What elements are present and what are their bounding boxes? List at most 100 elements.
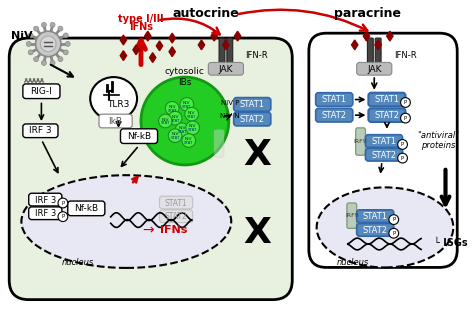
Text: X: X xyxy=(243,138,271,172)
Circle shape xyxy=(141,77,229,165)
FancyBboxPatch shape xyxy=(234,112,271,126)
Text: nucleus: nucleus xyxy=(62,258,94,267)
Circle shape xyxy=(64,33,68,38)
Polygon shape xyxy=(145,31,151,41)
Text: Nf-kB: Nf-kB xyxy=(127,132,151,141)
Circle shape xyxy=(182,134,196,147)
FancyBboxPatch shape xyxy=(367,38,373,65)
Text: IFN-R: IFN-R xyxy=(246,51,268,60)
Text: STAT2: STAT2 xyxy=(165,212,188,221)
Polygon shape xyxy=(387,31,393,41)
FancyBboxPatch shape xyxy=(23,84,60,98)
Circle shape xyxy=(50,22,55,27)
Polygon shape xyxy=(133,45,139,55)
Ellipse shape xyxy=(317,188,453,267)
Text: Nf-kB: Nf-kB xyxy=(74,204,99,214)
Text: "antiviral"
proteins: "antiviral" proteins xyxy=(418,131,460,150)
Text: STAT1: STAT1 xyxy=(363,212,388,221)
Circle shape xyxy=(401,113,410,123)
FancyBboxPatch shape xyxy=(227,38,233,65)
Polygon shape xyxy=(198,40,205,50)
Text: └ ISGs: └ ISGs xyxy=(434,238,467,248)
FancyBboxPatch shape xyxy=(356,62,392,75)
Text: STAT1: STAT1 xyxy=(372,137,397,146)
FancyArrowPatch shape xyxy=(238,10,367,31)
Circle shape xyxy=(28,50,33,55)
Polygon shape xyxy=(352,40,358,50)
Polygon shape xyxy=(169,33,175,43)
Circle shape xyxy=(58,212,68,222)
Text: P: P xyxy=(392,231,395,236)
Circle shape xyxy=(26,42,31,46)
Circle shape xyxy=(168,111,182,125)
FancyBboxPatch shape xyxy=(356,210,394,223)
FancyBboxPatch shape xyxy=(29,207,62,220)
Circle shape xyxy=(168,129,182,142)
Circle shape xyxy=(50,60,55,65)
FancyBboxPatch shape xyxy=(99,114,132,128)
Text: P: P xyxy=(61,201,64,205)
FancyBboxPatch shape xyxy=(214,130,224,157)
Text: STAT: STAT xyxy=(171,136,180,140)
Text: paracrine: paracrine xyxy=(334,7,401,20)
Circle shape xyxy=(58,57,63,62)
Text: NiV: NiV xyxy=(189,124,196,128)
Circle shape xyxy=(41,22,46,27)
Text: STAT: STAT xyxy=(184,141,193,145)
FancyBboxPatch shape xyxy=(347,203,356,228)
Text: STAT2: STAT2 xyxy=(363,226,388,235)
FancyBboxPatch shape xyxy=(219,38,225,65)
Polygon shape xyxy=(235,31,241,41)
Polygon shape xyxy=(156,41,163,51)
Circle shape xyxy=(34,26,38,31)
FancyBboxPatch shape xyxy=(316,108,353,122)
Text: autocrine: autocrine xyxy=(173,7,240,20)
Circle shape xyxy=(175,123,189,136)
Text: IFNs: IFNs xyxy=(161,225,188,235)
Circle shape xyxy=(28,33,33,38)
Text: NiV P: NiV P xyxy=(220,100,239,107)
Text: STAT: STAT xyxy=(171,119,180,123)
Ellipse shape xyxy=(90,77,137,120)
Text: NiV: NiV xyxy=(172,132,179,136)
Circle shape xyxy=(158,114,172,128)
Text: STAT2: STAT2 xyxy=(374,111,400,120)
FancyBboxPatch shape xyxy=(365,148,402,161)
FancyBboxPatch shape xyxy=(23,124,58,137)
Polygon shape xyxy=(223,40,229,50)
Text: STAT1: STAT1 xyxy=(322,95,346,104)
Text: →: → xyxy=(142,223,154,237)
Text: type I/III: type I/III xyxy=(118,14,164,23)
Text: NiV N: NiV N xyxy=(220,113,239,119)
Circle shape xyxy=(389,215,399,225)
FancyBboxPatch shape xyxy=(9,38,292,300)
FancyBboxPatch shape xyxy=(29,193,62,206)
Text: NiV: NiV xyxy=(185,137,192,141)
Text: IRF 3: IRF 3 xyxy=(29,126,52,135)
Circle shape xyxy=(180,98,194,111)
Text: TLR3: TLR3 xyxy=(107,100,130,109)
Text: STAT2: STAT2 xyxy=(240,115,265,124)
Text: cytosolic
IBs: cytosolic IBs xyxy=(165,67,205,87)
Text: IRF9: IRF9 xyxy=(354,139,367,144)
FancyBboxPatch shape xyxy=(309,33,457,267)
Circle shape xyxy=(186,121,200,135)
Text: P: P xyxy=(392,217,395,222)
Text: NiV: NiV xyxy=(178,126,186,130)
Text: STAT2: STAT2 xyxy=(372,151,397,160)
Polygon shape xyxy=(375,40,381,50)
Text: IRF 3: IRF 3 xyxy=(35,209,56,218)
Text: STAT: STAT xyxy=(187,115,196,119)
Text: P: P xyxy=(404,100,407,105)
FancyBboxPatch shape xyxy=(120,129,157,143)
FancyBboxPatch shape xyxy=(356,128,365,155)
Text: STAT: STAT xyxy=(161,122,170,125)
Polygon shape xyxy=(169,47,175,57)
FancyBboxPatch shape xyxy=(160,210,193,223)
FancyBboxPatch shape xyxy=(368,93,405,106)
Text: IRF9: IRF9 xyxy=(345,213,359,218)
Text: NiV: NiV xyxy=(188,111,195,115)
Circle shape xyxy=(389,228,399,238)
FancyBboxPatch shape xyxy=(368,108,405,122)
FancyBboxPatch shape xyxy=(316,93,353,106)
